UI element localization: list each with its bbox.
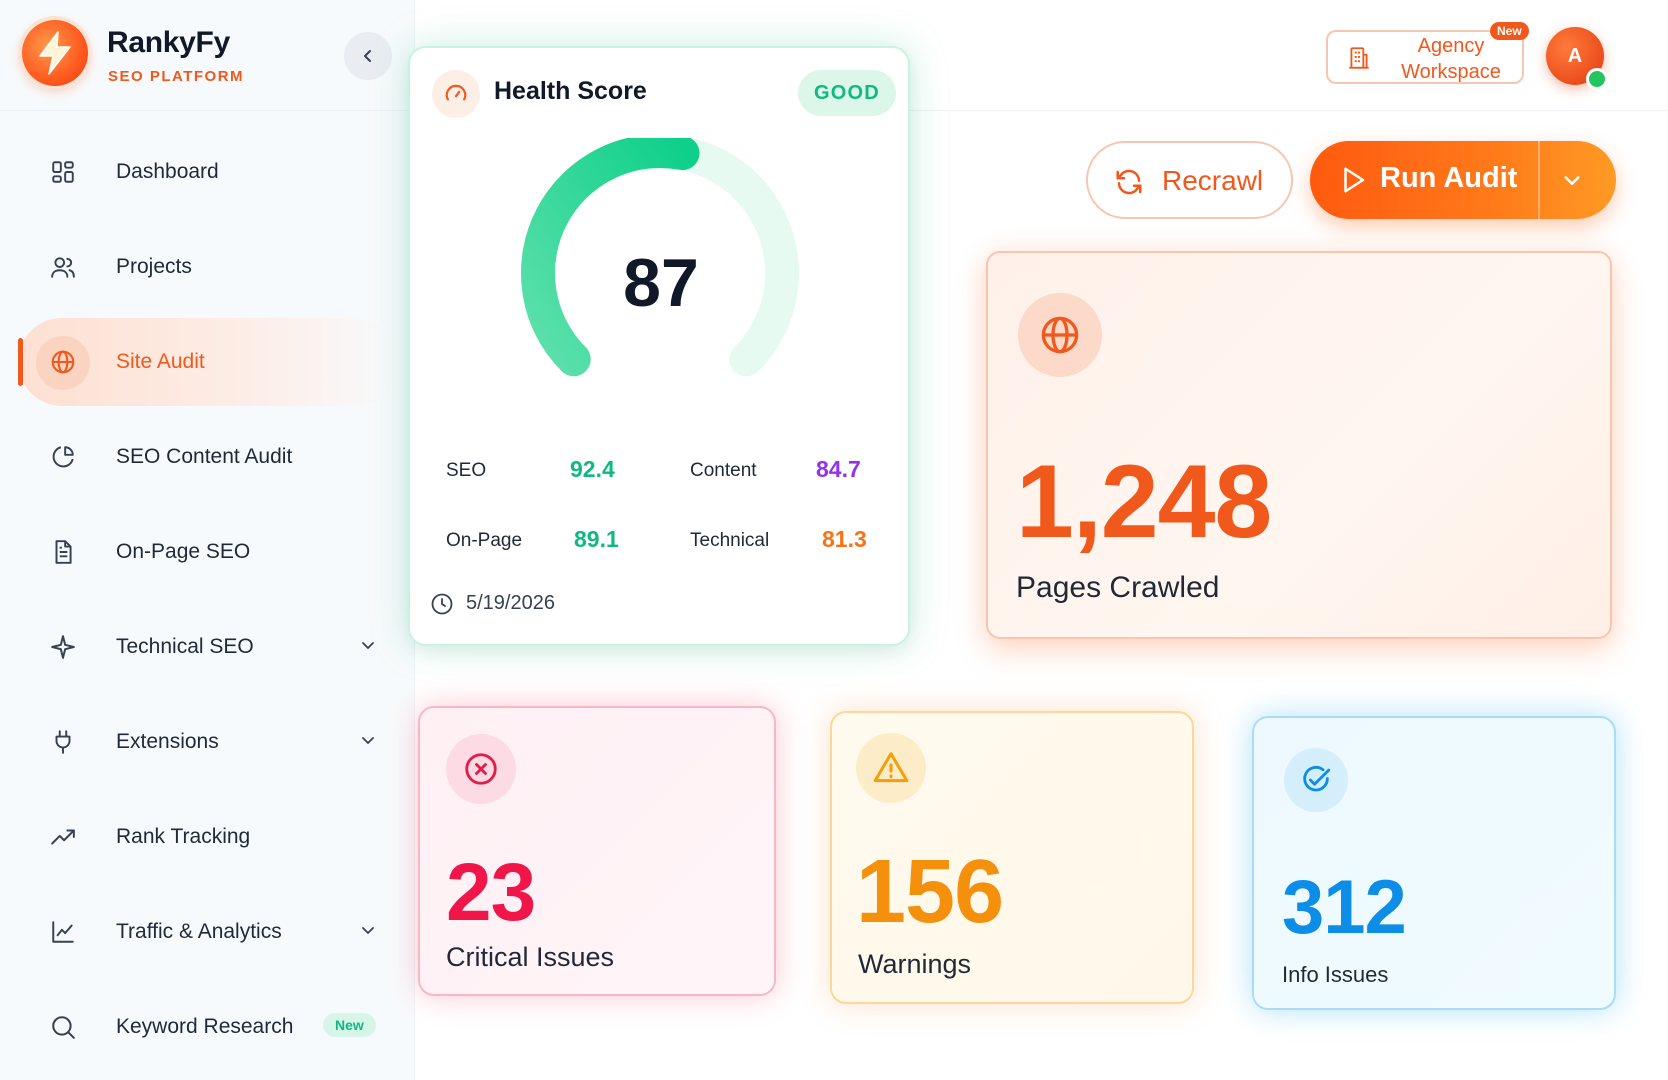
critical-issues-card[interactable]: 23 Critical Issues	[418, 706, 776, 996]
sidebar-item-label: Extensions	[116, 730, 219, 753]
sidebar-item-label: SEO Content Audit	[116, 445, 293, 468]
chevron-left-icon	[364, 50, 371, 62]
document-icon	[48, 537, 78, 567]
users-icon	[48, 252, 78, 282]
sidebar-item-extensions[interactable]: Extensions	[18, 698, 398, 786]
metric-content-label: Content	[690, 460, 757, 481]
agency-workspace-label: Agency Workspace	[1401, 35, 1501, 83]
globe-icon	[1018, 293, 1102, 377]
pages-crawled-label: Pages Crawled	[1016, 571, 1220, 604]
search-icon	[48, 1012, 78, 1042]
metric-seo-value: 92.4	[570, 456, 615, 482]
sidebar-item-on-page-seo[interactable]: On-Page SEO	[18, 508, 398, 596]
lightning-icon	[39, 31, 71, 75]
audit-date-text: 5/19/2026	[466, 592, 555, 614]
health-gauge	[521, 138, 799, 377]
critical-issues-label: Critical Issues	[446, 942, 615, 972]
run-audit-button[interactable]: Run Audit	[1310, 141, 1616, 219]
sidebar-item-label: On-Page SEO	[116, 540, 251, 563]
agency-workspace-button[interactable]: Agency Workspace	[1326, 30, 1524, 84]
sidebar-item-label: Projects	[116, 255, 192, 278]
sidebar-item-label: Rank Tracking	[116, 825, 251, 848]
chevron-down-icon[interactable]	[360, 922, 376, 938]
header-divider	[415, 110, 1668, 111]
sidebar-nav: Dashboard Projects Site Audit	[18, 128, 398, 1078]
metric-technical-label: Technical	[690, 530, 770, 551]
clock-icon	[431, 593, 453, 615]
sidebar-item-seo-content-audit[interactable]: SEO Content Audit	[18, 413, 398, 501]
sidebar-divider	[0, 110, 415, 111]
metric-on-page-label: On-Page	[446, 530, 523, 551]
warnings-value: 156	[856, 842, 1004, 942]
sidebar-item-technical-seo[interactable]: Technical SEO	[18, 603, 398, 691]
sidebar-item-traffic-analytics[interactable]: Traffic & Analytics	[18, 888, 398, 976]
agency-new-badge: New	[1490, 22, 1529, 40]
pie-chart-icon	[48, 442, 78, 472]
health-score-card: Health Score GOOD 87 SEO 92.4 Content 84…	[408, 46, 910, 646]
health-status-badge: GOOD	[798, 70, 896, 116]
chevron-down-icon[interactable]	[360, 637, 376, 653]
sidebar-item-keyword-research[interactable]: Keyword Research New	[18, 983, 398, 1071]
button-separator	[1538, 141, 1540, 219]
recrawl-button[interactable]: Recrawl	[1086, 141, 1293, 219]
critical-issues-value: 23	[446, 847, 536, 938]
x-circle-icon	[446, 734, 516, 804]
sidebar-item-dashboard[interactable]: Dashboard	[18, 128, 398, 216]
chevron-down-icon[interactable]	[1562, 170, 1582, 190]
logo	[22, 20, 88, 86]
metric-on-page-value: 89.1	[574, 526, 619, 552]
metric-technical-value: 81.3	[822, 526, 867, 552]
chevron-down-icon[interactable]	[360, 732, 376, 748]
sidebar-item-projects[interactable]: Projects	[18, 223, 398, 311]
trending-up-icon	[48, 822, 78, 852]
brand-subtitle: SEO PLATFORM	[108, 68, 245, 85]
sidebar-item-label: Site Audit	[116, 350, 205, 373]
sidebar-item-label: Traffic & Analytics	[116, 920, 282, 943]
collapse-sidebar-button[interactable]	[344, 32, 392, 80]
building-icon	[1349, 47, 1369, 69]
health-score-value: 87	[623, 245, 699, 321]
gauge-icon	[432, 70, 480, 118]
line-chart-icon	[48, 917, 78, 947]
warnings-card[interactable]: 156 Warnings	[830, 711, 1194, 1004]
info-issues-card[interactable]: 312 Info Issues	[1252, 716, 1616, 1010]
sidebar: RankyFy SEO PLATFORM Dashboard	[0, 0, 415, 1080]
pages-crawled-card: 1,248 Pages Crawled	[986, 251, 1612, 639]
metric-seo-label: SEO	[446, 460, 487, 481]
brand-name: RankyFy	[107, 26, 230, 59]
health-score-title: Health Score	[494, 77, 647, 105]
online-status-dot	[1586, 68, 1608, 90]
new-badge: New	[323, 1013, 376, 1037]
pages-crawled-value: 1,248	[1016, 444, 1272, 560]
dashboard-icon	[48, 157, 78, 187]
metric-content-value: 84.7	[816, 456, 861, 482]
refresh-icon	[1116, 169, 1142, 195]
play-icon	[1344, 167, 1365, 193]
sidebar-item-rank-tracking[interactable]: Rank Tracking	[18, 793, 398, 881]
warning-icon	[856, 733, 926, 803]
plug-icon	[48, 727, 78, 757]
warnings-label: Warnings	[858, 949, 972, 979]
brand[interactable]: RankyFy SEO PLATFORM	[22, 20, 402, 90]
info-issues-value: 312	[1282, 865, 1407, 950]
run-audit-label: Run Audit	[1380, 162, 1518, 194]
sparkle-icon	[48, 632, 78, 662]
check-badge-icon	[1284, 748, 1348, 812]
sidebar-item-label: Keyword Research	[116, 1015, 294, 1038]
sidebar-item-label: Technical SEO	[116, 635, 254, 658]
globe-icon	[48, 347, 78, 377]
info-issues-label: Info Issues	[1282, 962, 1389, 987]
recrawl-label: Recrawl	[1162, 165, 1264, 196]
gauge-fill	[521, 138, 700, 377]
sidebar-item-site-audit[interactable]: Site Audit	[18, 318, 398, 406]
sidebar-item-label: Dashboard	[116, 160, 219, 183]
